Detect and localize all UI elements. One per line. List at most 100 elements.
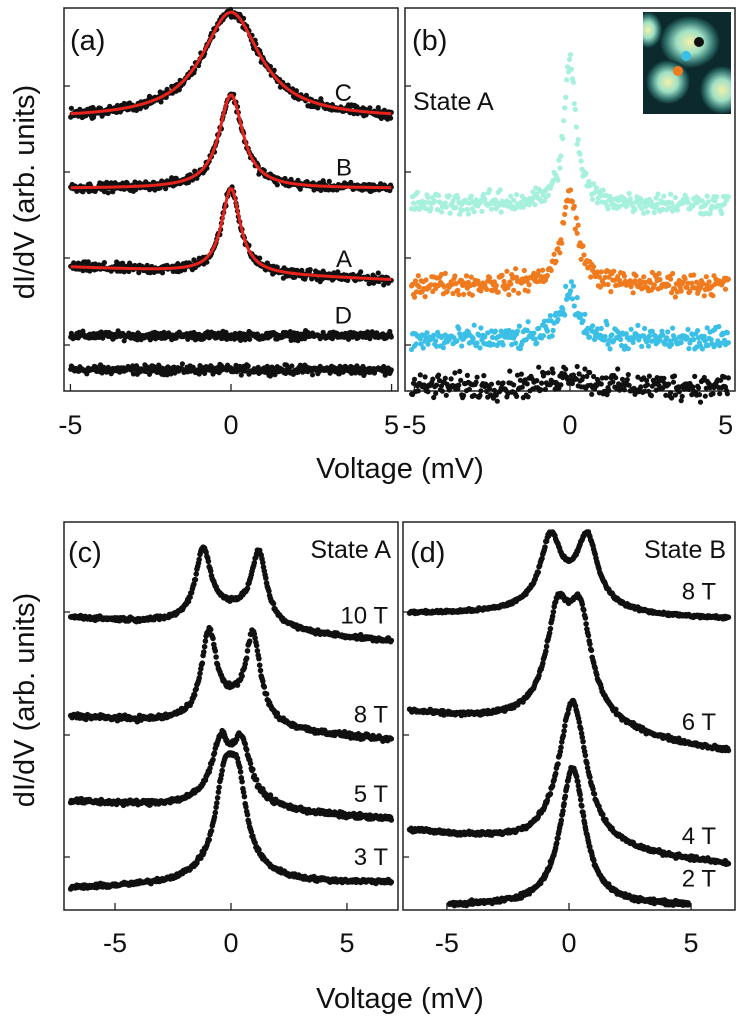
data-point: [415, 273, 421, 279]
data-point: [659, 328, 665, 334]
panel-b-state-label: State A: [413, 88, 494, 116]
data-point: [550, 370, 556, 376]
data-point: [632, 207, 638, 213]
panel-b: (b) State A -5 0 5: [402, 12, 733, 440]
data-point: [697, 399, 704, 405]
data-point: [500, 380, 506, 386]
y-axis-title-top: dI/dV (arb. units): [9, 85, 41, 299]
data-point: [685, 199, 691, 205]
data-point: [433, 338, 439, 344]
data-point: [709, 203, 715, 209]
data-point: [130, 371, 136, 377]
data-point: [703, 274, 709, 280]
data-point: [210, 756, 216, 763]
data-point: [646, 333, 653, 339]
data-point: [202, 638, 209, 644]
data-point: [511, 287, 517, 293]
fit-curve-c: [70, 10, 392, 116]
data-point: [594, 200, 601, 206]
data-point: [537, 278, 543, 284]
data-point: [350, 271, 356, 278]
data-point: [525, 288, 531, 294]
data-point: [417, 336, 423, 342]
data-point: [525, 394, 531, 400]
data-point: [666, 282, 672, 288]
data-point: [570, 283, 577, 289]
data-point: [597, 284, 603, 290]
data-point: [213, 804, 219, 811]
data-point: [605, 341, 611, 347]
data-point: [219, 767, 225, 774]
x-tick-label: -5: [402, 410, 426, 440]
data-point: [558, 153, 564, 159]
inset-marker-black: [694, 37, 704, 47]
data-point: [670, 325, 676, 331]
data-point: [668, 390, 674, 396]
data-point: [477, 345, 483, 351]
data-point: [718, 377, 724, 383]
data-point: [722, 286, 729, 292]
data-point: [530, 189, 536, 195]
data-point: [388, 367, 394, 373]
data-point: [604, 392, 610, 398]
data-point: [367, 336, 373, 342]
data-point: [562, 105, 568, 111]
data-point: [670, 270, 676, 277]
data-point: [466, 386, 472, 392]
data-point: [464, 206, 470, 213]
data-point: [464, 372, 470, 378]
data-point: [536, 268, 542, 274]
data-point: [515, 290, 522, 296]
data-point: [660, 385, 666, 391]
data-point: [534, 378, 540, 384]
data-point: [307, 267, 313, 273]
x-tick-label: 0: [223, 410, 238, 440]
data-point: [572, 106, 578, 112]
data-point: [669, 341, 675, 347]
series-5-t: [67, 727, 395, 823]
data-point: [505, 285, 511, 291]
data-point: [256, 662, 263, 668]
data-point: [524, 327, 530, 333]
data-point: [643, 279, 649, 285]
data-point: [448, 376, 454, 382]
x-tick-label: 0: [562, 410, 577, 440]
data-point: [452, 273, 458, 279]
data-point: [654, 201, 660, 208]
data-point: [568, 66, 575, 72]
data-point: [261, 684, 268, 690]
data-point: [498, 328, 504, 334]
data-point: [598, 325, 604, 332]
data-point: [375, 105, 381, 111]
data-point: [562, 211, 568, 217]
data-point: [725, 194, 732, 200]
data-point: [567, 187, 574, 193]
data-point: [697, 285, 704, 291]
data-point: [409, 346, 415, 353]
data-point: [158, 99, 164, 105]
data-point: [558, 382, 564, 388]
data-point: [657, 277, 663, 283]
data-point: [201, 643, 208, 650]
data-point: [212, 648, 219, 654]
data-point: [684, 284, 690, 290]
data-point: [526, 282, 532, 288]
series-black-site: [409, 363, 732, 405]
data-point: [550, 177, 556, 183]
data-point: [607, 346, 613, 352]
data-point: [603, 192, 609, 198]
data-point: [212, 809, 219, 816]
data-point: [642, 388, 648, 394]
data-point: [670, 208, 676, 214]
data-point: [642, 325, 648, 332]
data-point: [431, 394, 437, 401]
panel-c: (c) State A -5 0 53 T5 T8 T10 T: [64, 536, 395, 958]
data-point: [432, 198, 438, 204]
data-point: [570, 79, 577, 85]
data-point: [244, 648, 251, 654]
data-point: [721, 374, 728, 380]
data-point: [551, 251, 557, 257]
x-tick-label: 5: [718, 410, 733, 440]
data-point: [471, 322, 477, 328]
data-point: [413, 289, 419, 295]
